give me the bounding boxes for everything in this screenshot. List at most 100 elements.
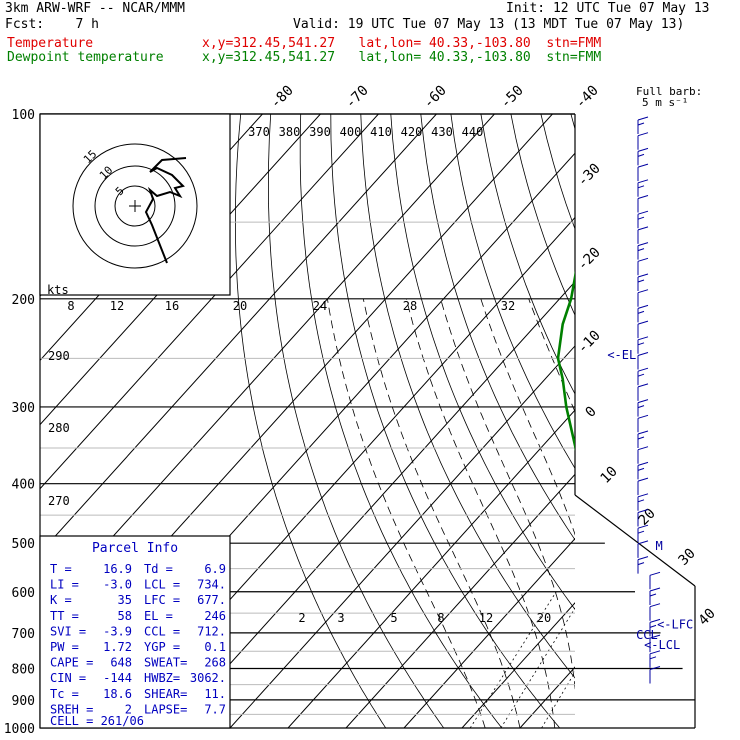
wind-barb-flag — [637, 257, 649, 262]
parcel-info-frame — [39, 535, 231, 729]
wind-barb-flag — [637, 279, 645, 283]
forecast-hour: Fcst: 7 h — [5, 17, 99, 32]
frame-diagonal — [574, 494, 696, 587]
dry-adiabat-line — [691, 114, 740, 728]
parcel-info-key: HWBZ= — [144, 671, 180, 685]
mixing-ratio-line — [541, 671, 575, 728]
model-title: 3km ARW-WRF -- NCAR/MMM — [5, 1, 186, 16]
isotherm-line — [229, 345, 575, 728]
pressure-tick-label: 200 — [12, 293, 35, 308]
parcel-info-cell: CELL = 261/06 — [50, 714, 144, 728]
pressure-tick-label: 700 — [12, 627, 35, 642]
mixing-ratio-label: 8 — [437, 611, 444, 625]
wind-barb-flag — [637, 562, 645, 566]
parcel-info-value: -3.9 — [103, 624, 132, 638]
wind-barb-flag — [637, 195, 649, 199]
parcel-info-value: 6.9 — [204, 562, 226, 576]
level-annotation: <-LFC — [657, 617, 693, 631]
wind-barb-flag — [637, 556, 649, 561]
wind-barb-flag — [637, 179, 649, 184]
wind-barb-flag — [649, 650, 661, 655]
hodograph-ring — [114, 185, 156, 227]
temperature-tick-label: -60 — [421, 83, 450, 112]
wind-barb-flag — [649, 666, 661, 670]
wind-barb-flag — [637, 210, 649, 215]
theta-left-label: 280 — [48, 421, 70, 435]
dewpoint-line — [556, 269, 575, 452]
parcel-info-key: LAPSE= — [144, 702, 187, 716]
parcel-info-key: T = — [50, 562, 72, 576]
parcel-info-key: YGP = — [144, 640, 180, 654]
moist-adiabat-line — [406, 298, 556, 728]
parcel-info-value: 16.9 — [103, 562, 132, 576]
parcel-info-key: SREH = — [50, 702, 93, 716]
theta-label: 370 — [248, 125, 270, 139]
mixing-ratio-label: 5 — [390, 611, 397, 625]
wind-barbs: Full barb:5 m s⁻¹ — [636, 85, 702, 684]
parcel-info-key: LI = — [50, 578, 79, 592]
wind-barb-flag — [637, 226, 649, 231]
barb-legend-title: Full barb: — [636, 85, 702, 98]
level-annotation: <-EL — [607, 348, 636, 362]
dry-adiabat-line — [360, 114, 575, 679]
wind-barb-flag — [637, 153, 645, 157]
init-time: Init: 12 UTC Tue 07 May 13 — [506, 1, 710, 16]
wind-barb-flag — [649, 624, 657, 628]
mixing-ratio-label: 3 — [337, 611, 344, 625]
isotherm-line — [403, 537, 575, 728]
hodograph-axis-label: 28 — [403, 299, 417, 313]
temperature-tick-label: -80 — [268, 83, 297, 112]
pressure-tick-label: 600 — [12, 586, 35, 601]
wind-barb-flag — [637, 367, 649, 372]
isotherm-line — [694, 114, 740, 728]
temperature-line — [588, 114, 739, 686]
wind-barb-flag — [637, 373, 645, 377]
parcel-info-value: 0.1 — [204, 640, 226, 654]
wind-barb-flag — [649, 634, 661, 639]
isotherm-line — [519, 666, 575, 728]
wind-barb-flag — [637, 304, 649, 309]
temperature-tick-label: 0 — [583, 404, 600, 421]
hodograph-axis-label: 8 — [67, 299, 74, 313]
parcel-info-key: LFC = — [144, 593, 180, 607]
dry-adiabat-line — [661, 114, 740, 728]
dry-adiabat-line — [450, 114, 575, 470]
theta-label: 400 — [340, 125, 362, 139]
parcel-info-value: 677. — [197, 593, 226, 607]
parcel-info-key: TT = — [50, 609, 79, 623]
hodograph-axis-label: 24 — [313, 299, 327, 313]
mixing-ratio-line — [500, 607, 575, 728]
parcel-info-key: SWEAT= — [144, 656, 187, 670]
temperature-tick-label: -30 — [575, 161, 604, 190]
theta-label: 420 — [401, 125, 423, 139]
wind-barb-flag — [637, 122, 645, 126]
parcel-info-value: 18.6 — [103, 687, 132, 701]
mixing-ratio-label: 20 — [537, 611, 551, 625]
wind-barb-flag — [649, 656, 657, 660]
isotherm-line — [40, 114, 379, 490]
pressure-tick-label: 100 — [12, 108, 35, 123]
parcel-info-box: Parcel Info T = 16.9 Td = 6.9 LI = -3.0 LCL = 73… — [39, 535, 231, 729]
pressure-tick-label: 300 — [12, 401, 35, 416]
level-annotation: <-LCL — [644, 638, 680, 652]
parcel-info-key: CCL = — [144, 624, 180, 638]
wind-barb-flag — [637, 383, 649, 388]
wind-barb-flag — [637, 436, 645, 440]
wind-barb-flag — [637, 352, 649, 356]
valid-time: Valid: 19 UTC Tue 07 May 13 (13 MDT Tue … — [293, 17, 685, 32]
parcel-info-key: Tc = — [50, 687, 79, 701]
wind-barb-flag — [637, 132, 649, 137]
wind-barb-flag — [637, 461, 649, 466]
wind-barb-flag — [637, 467, 645, 471]
temperature-tick-label: -40 — [573, 83, 602, 112]
parcel-info-value: -144 — [103, 671, 132, 685]
temperature-tick-label: 10 — [598, 464, 621, 487]
theta-label: 430 — [431, 125, 453, 139]
wind-barb-flag — [637, 499, 645, 503]
parcel-info-key: EL = — [144, 609, 173, 623]
isotherm-line — [287, 409, 575, 728]
dry-adiabat-line — [601, 114, 740, 728]
temperature-tick-label: 40 — [696, 606, 719, 629]
